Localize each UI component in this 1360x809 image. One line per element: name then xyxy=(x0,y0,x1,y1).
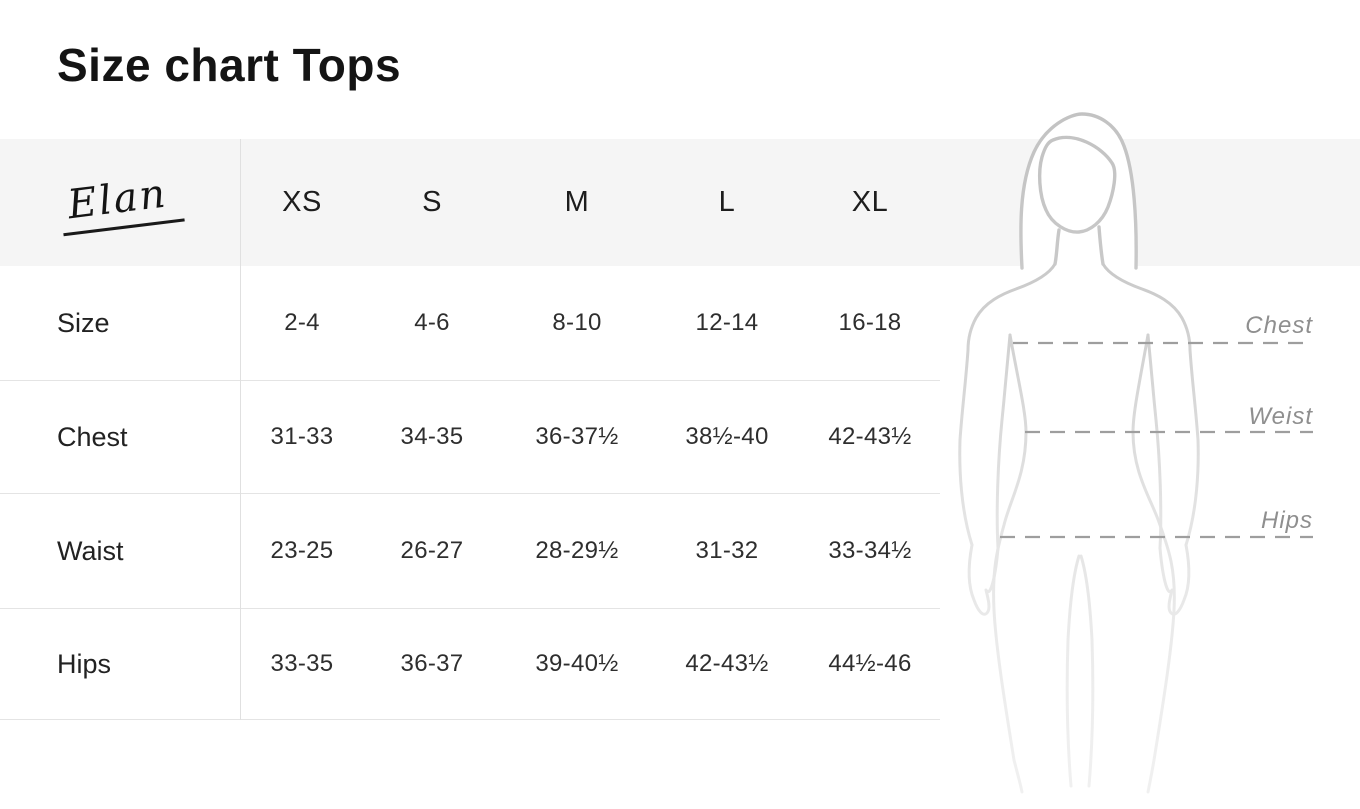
table-row-size: Size 2-4 4-6 8-10 12-14 16-18 xyxy=(0,266,940,380)
size-cell: 36-37½ xyxy=(535,423,619,450)
size-cell: 28-29½ xyxy=(535,537,619,564)
table-header-row: Elan XS S M L XL xyxy=(0,139,940,266)
column-header-xl: XL xyxy=(851,186,889,218)
row-label: Hips xyxy=(57,648,112,679)
face-outline xyxy=(1037,135,1117,234)
column-header-s: S xyxy=(422,186,442,218)
right-inner-leg-line xyxy=(1079,554,1095,788)
column-header-l: L xyxy=(718,186,736,218)
right-inner-arm-line xyxy=(1146,333,1163,550)
size-cell: 34-35 xyxy=(400,423,464,450)
size-cell: 31-33 xyxy=(270,423,334,450)
right-hand-outline xyxy=(1158,543,1191,616)
woman-outline-svg xyxy=(958,112,1313,794)
size-cell: 31-32 xyxy=(695,537,759,564)
size-cell: 38½-40 xyxy=(685,423,769,450)
brand-logo-cell: Elan xyxy=(0,139,240,266)
right-torso-leg-outline xyxy=(1131,333,1176,794)
table-row-hips: Hips 33-35 36-37 39-40½ 42-43½ 44½-46 xyxy=(0,608,940,720)
left-inner-arm-line xyxy=(995,333,1012,550)
left-inner-leg-line xyxy=(1065,554,1081,788)
page-title: Size chart Tops xyxy=(57,39,402,91)
table-row-waist: Waist 23-25 26-27 28-29½ 31-32 33-34½ xyxy=(0,493,940,608)
hair-outline xyxy=(1019,112,1138,270)
waist-measurement-label: Weist xyxy=(1248,403,1313,430)
chest-measurement-label: Chest xyxy=(1245,312,1313,339)
size-chart-table: Elan XS S M L XL Size 2-4 4-6 8-10 12-14… xyxy=(0,139,940,720)
size-cell: 26-27 xyxy=(400,537,464,564)
size-cell: 33-34½ xyxy=(828,537,912,564)
table-vertical-divider xyxy=(240,139,241,720)
neck-left-line xyxy=(1053,228,1061,266)
size-cell: 33-35 xyxy=(270,650,334,677)
size-cell: 23-25 xyxy=(270,537,334,564)
size-cell: 42-43½ xyxy=(828,423,912,450)
body-figure-illustration xyxy=(940,100,1360,804)
size-cell: 8-10 xyxy=(552,309,602,336)
row-label: Chest xyxy=(57,421,128,452)
size-cell: 42-43½ xyxy=(685,650,769,677)
hips-measurement-label: Hips xyxy=(1260,507,1313,534)
table-row-chest: Chest 31-33 34-35 36-37½ 38½-40 42-43½ xyxy=(0,380,940,493)
row-label: Size xyxy=(57,307,110,338)
size-cell: 39-40½ xyxy=(535,650,619,677)
row-label: Waist xyxy=(57,535,124,566)
column-header-m: M xyxy=(564,186,590,218)
size-cell: 16-18 xyxy=(838,309,902,336)
size-cell: 12-14 xyxy=(695,309,759,336)
left-arm-outline xyxy=(958,262,1057,547)
right-arm-outline xyxy=(1101,262,1200,547)
left-hand-outline xyxy=(967,543,1000,616)
neck-right-line xyxy=(1097,225,1105,266)
size-cell: 36-37 xyxy=(400,650,464,677)
size-cell: 44½-46 xyxy=(828,650,912,677)
left-torso-leg-outline xyxy=(992,333,1028,794)
size-cell: 4-6 xyxy=(414,309,450,336)
size-cell: 2-4 xyxy=(284,309,320,336)
brand-logo: Elan xyxy=(57,168,185,237)
column-header-xs: XS xyxy=(282,186,322,218)
